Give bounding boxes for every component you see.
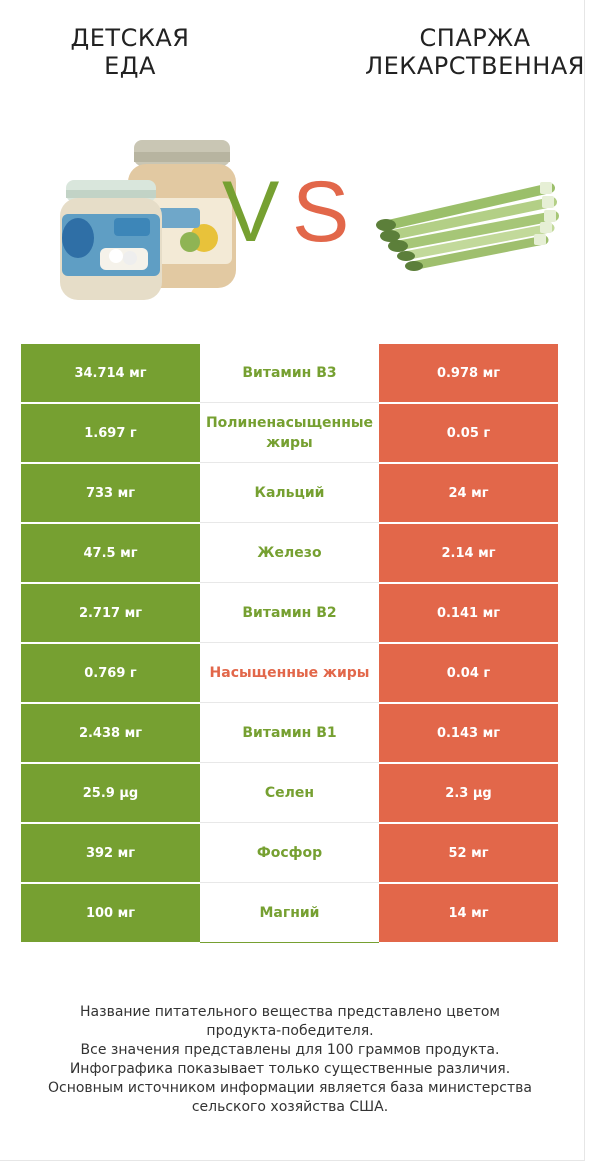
vs-label: V S bbox=[222, 162, 362, 262]
nutrient-name: Кальций bbox=[200, 464, 379, 523]
table-row: 733 мг Кальций 24 мг bbox=[21, 464, 558, 524]
nutrient-name: Полиненасыщенные жиры bbox=[200, 404, 379, 463]
nutrient-name: Насыщенные жиры bbox=[200, 644, 379, 703]
right-value: 14 мг bbox=[379, 884, 558, 942]
left-value: 0.769 г bbox=[21, 644, 200, 702]
footnote-line: Все значения представлены для 100 граммо… bbox=[80, 1042, 500, 1058]
asparagus-image bbox=[376, 182, 559, 271]
left-value: 25.9 µg bbox=[21, 764, 200, 822]
right-product-title: СПАРЖА ЛЕКАРСТВЕННАЯ bbox=[365, 24, 585, 80]
table-row: 47.5 мг Железо 2.14 мг bbox=[21, 524, 558, 584]
footnote-line: Инфографика показывает только существенн… bbox=[69, 1061, 511, 1077]
nutrient-name: Витамин B3 bbox=[200, 344, 379, 403]
comparison-table: 34.714 мг Витамин B3 0.978 мг 1.697 г По… bbox=[21, 344, 558, 944]
table-row: 34.714 мг Витамин B3 0.978 мг bbox=[21, 344, 558, 404]
right-value: 0.143 мг bbox=[379, 704, 558, 762]
nutrient-name: Магний bbox=[200, 884, 379, 943]
right-value: 0.05 г bbox=[379, 404, 558, 462]
footnote-line: Основным источником информации является … bbox=[48, 1080, 532, 1096]
footnote-line: продукта-победителя. bbox=[206, 1023, 374, 1039]
right-value: 0.04 г bbox=[379, 644, 558, 702]
infographic-frame bbox=[0, 0, 585, 1161]
left-value: 733 мг bbox=[21, 464, 200, 522]
baby-food-jars-image bbox=[60, 140, 236, 300]
table-row: 1.697 г Полиненасыщенные жиры 0.05 г bbox=[21, 404, 558, 464]
footnote-line: Название питательного вещества представл… bbox=[80, 1004, 500, 1020]
table-row: 392 мг Фосфор 52 мг bbox=[21, 824, 558, 884]
vs-s-letter: S bbox=[292, 164, 350, 260]
left-value: 34.714 мг bbox=[21, 344, 200, 402]
nutrient-name: Селен bbox=[200, 764, 379, 823]
vs-v-letter: V bbox=[222, 164, 280, 260]
right-value: 0.141 мг bbox=[379, 584, 558, 642]
footnote-line: сельского хозяйства США. bbox=[191, 1099, 389, 1115]
nutrient-name: Витамин B1 bbox=[200, 704, 379, 763]
right-value: 2.14 мг bbox=[379, 524, 558, 582]
left-value: 47.5 мг bbox=[21, 524, 200, 582]
footnote: Название питательного вещества представл… bbox=[20, 1003, 560, 1117]
table-row: 2.717 мг Витамин B2 0.141 мг bbox=[21, 584, 558, 644]
nutrient-name: Железо bbox=[200, 524, 379, 583]
nutrient-name: Витамин B2 bbox=[200, 584, 379, 643]
left-value: 1.697 г bbox=[21, 404, 200, 462]
right-value: 0.978 мг bbox=[379, 344, 558, 402]
left-value: 100 мг bbox=[21, 884, 200, 942]
nutrient-name: Фосфор bbox=[200, 824, 379, 883]
right-value: 24 мг bbox=[379, 464, 558, 522]
left-value: 392 мг bbox=[21, 824, 200, 882]
table-row: 2.438 мг Витамин B1 0.143 мг bbox=[21, 704, 558, 764]
table-row: 25.9 µg Селен 2.3 µg bbox=[21, 764, 558, 824]
left-value: 2.717 мг bbox=[21, 584, 200, 642]
left-product-title: ДЕТСКАЯ ЕДА bbox=[70, 24, 190, 80]
right-value: 52 мг bbox=[379, 824, 558, 882]
right-value: 2.3 µg bbox=[379, 764, 558, 822]
table-row: 0.769 г Насыщенные жиры 0.04 г bbox=[21, 644, 558, 704]
left-value: 2.438 мг bbox=[21, 704, 200, 762]
table-row: 100 мг Магний 14 мг bbox=[21, 884, 558, 944]
